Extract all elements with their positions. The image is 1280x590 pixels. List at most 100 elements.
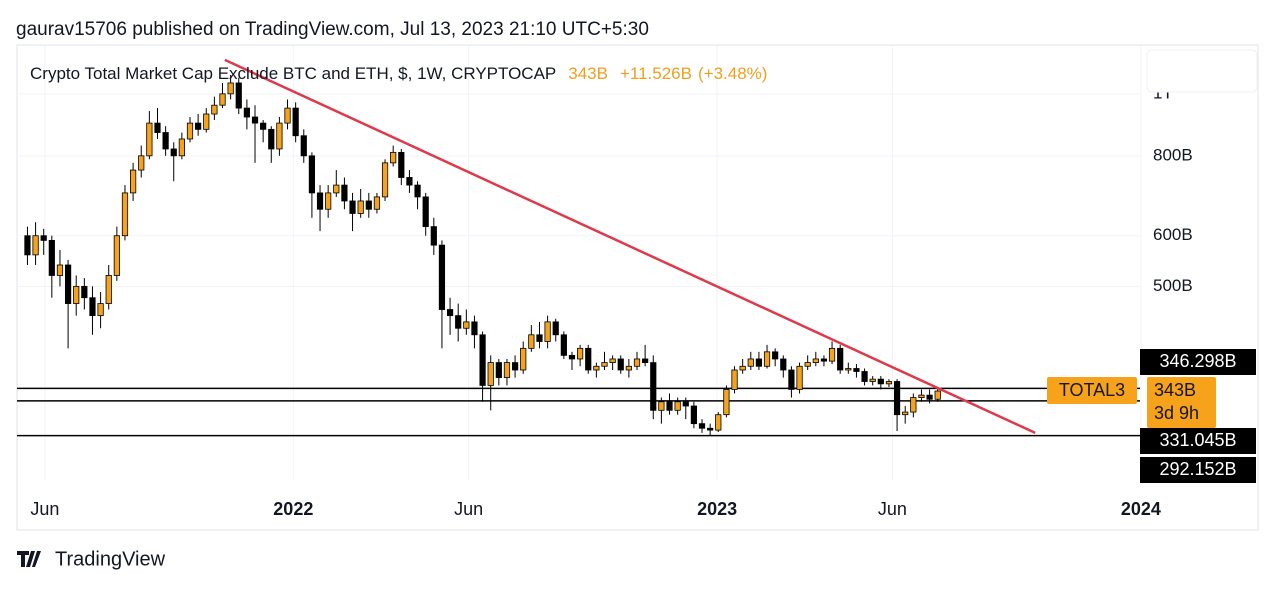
candle-body xyxy=(381,162,389,198)
legend: Crypto Total Market Cap Exclude BTC and … xyxy=(30,64,767,83)
candle-body xyxy=(495,362,502,379)
candle-body xyxy=(853,368,860,372)
candle-body xyxy=(617,358,624,371)
candle-body xyxy=(24,235,31,256)
candle-body xyxy=(568,354,576,360)
brand-name: TradingView xyxy=(55,548,166,570)
brand-logo: TradingView xyxy=(17,548,166,570)
candle-body xyxy=(390,151,397,164)
candle-body xyxy=(788,369,795,390)
level-label-box xyxy=(1140,457,1256,483)
candle-body xyxy=(146,122,153,157)
candle-body xyxy=(682,401,689,407)
candle-body xyxy=(170,148,177,157)
chart-frame xyxy=(16,44,1259,531)
candle-body xyxy=(268,128,275,150)
candle-body xyxy=(130,169,137,194)
candle-body xyxy=(861,371,868,382)
candle-body xyxy=(341,184,348,202)
candle-body xyxy=(178,138,185,157)
candle-body xyxy=(780,358,787,371)
candle-body xyxy=(633,358,641,367)
candle-body xyxy=(56,264,64,276)
candle-body xyxy=(414,184,421,198)
candle-body xyxy=(479,334,486,386)
candle-body xyxy=(276,122,283,150)
price-label: 343B xyxy=(1154,380,1196,400)
candle-body xyxy=(528,334,535,349)
candle-body xyxy=(707,427,714,431)
candle-body xyxy=(113,235,120,276)
candle-body xyxy=(284,107,291,124)
candle-body xyxy=(739,365,746,371)
candle-body xyxy=(577,347,584,360)
candle-body xyxy=(755,358,763,367)
candle-body xyxy=(365,200,372,210)
candle-body xyxy=(398,151,405,178)
candle-body xyxy=(601,362,608,367)
candle-body xyxy=(747,358,754,367)
candle-body xyxy=(251,116,259,124)
candle-body xyxy=(625,365,632,371)
y-tick-label: 600B xyxy=(1153,225,1193,244)
y-tick-label: 500B xyxy=(1153,276,1193,295)
candle-body xyxy=(211,104,218,115)
candle-body xyxy=(820,358,828,362)
symbol-label: TOTAL3 xyxy=(1059,380,1125,400)
candle-body xyxy=(97,303,104,317)
candle-body xyxy=(300,135,307,157)
candle-body xyxy=(902,411,909,416)
candle-body xyxy=(32,235,39,256)
candle-body xyxy=(73,285,80,304)
legend-change: +11.526B xyxy=(620,64,692,83)
candle-body xyxy=(471,321,478,336)
candle-body xyxy=(89,297,96,317)
level-label: 292.152B xyxy=(1159,459,1236,479)
candle-body xyxy=(422,196,429,228)
candle-body xyxy=(292,107,299,137)
level-label: 346.298B xyxy=(1159,351,1236,371)
candle-body xyxy=(430,226,437,246)
candle-body xyxy=(552,321,559,336)
candle-body xyxy=(796,365,803,390)
candle-body xyxy=(455,315,462,329)
candle-body xyxy=(869,378,876,382)
candle-body xyxy=(219,93,226,106)
x-tick-label: 2022 xyxy=(273,499,313,519)
candle-body xyxy=(186,122,194,140)
scale-button[interactable] xyxy=(1146,49,1258,93)
x-tick-label: Jun xyxy=(30,499,59,519)
y-tick-label: 800B xyxy=(1153,145,1193,164)
level-label-box xyxy=(1140,349,1256,375)
countdown-label: 3d 9h xyxy=(1154,403,1199,423)
candle-body xyxy=(105,275,112,304)
candle-body xyxy=(877,378,884,385)
candle-body xyxy=(203,113,210,130)
level-label: 331.045B xyxy=(1159,430,1236,450)
price-box xyxy=(1147,377,1216,428)
candle-body xyxy=(674,401,681,411)
candle-body xyxy=(845,368,852,371)
candle-body xyxy=(503,362,511,379)
candle-body xyxy=(658,401,665,411)
candle-body xyxy=(772,351,779,360)
legend-value: 343B xyxy=(568,64,608,83)
candle-body xyxy=(154,122,161,133)
candle-body xyxy=(828,347,836,362)
x-tick-label: 2023 xyxy=(697,499,737,519)
candle-body xyxy=(227,82,234,95)
candle-body xyxy=(121,192,129,237)
candle-body xyxy=(609,358,616,363)
candle-body xyxy=(235,82,242,109)
candle-body xyxy=(650,362,657,411)
candle-body xyxy=(162,132,169,150)
candle-body xyxy=(349,200,356,214)
candle-body xyxy=(698,423,706,429)
x-tick-label: Jun xyxy=(878,499,907,519)
candle-body xyxy=(357,200,364,214)
candle-body xyxy=(260,122,267,130)
candle-body xyxy=(560,334,567,356)
candle-body xyxy=(438,244,446,310)
